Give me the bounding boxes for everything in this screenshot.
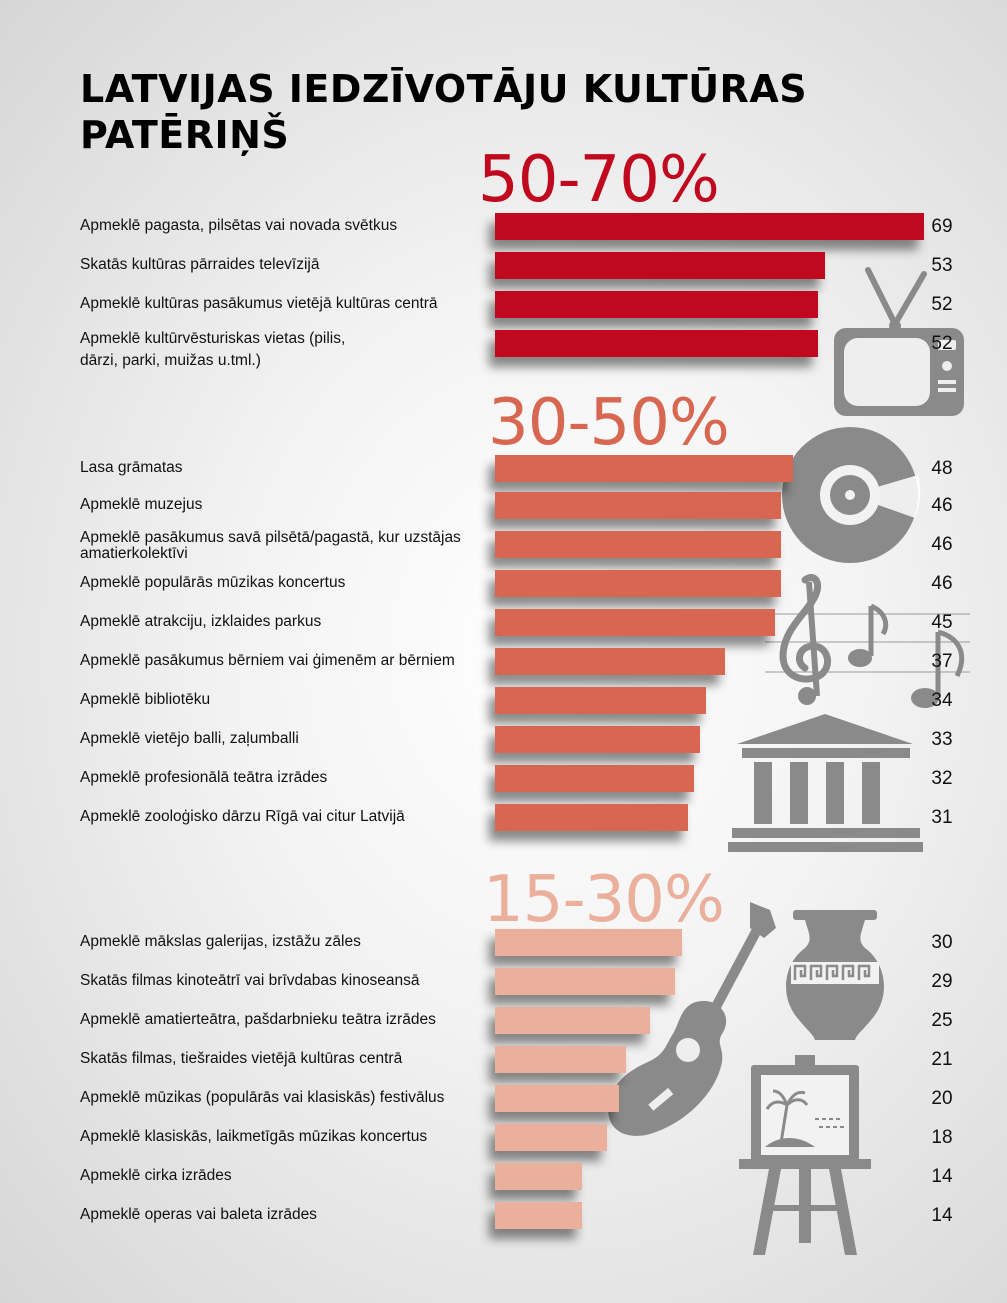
bar: [495, 570, 781, 597]
bar: [495, 1202, 582, 1229]
bar: [495, 726, 700, 753]
bar: [495, 609, 775, 636]
bar: [495, 1163, 582, 1190]
bar: [495, 1085, 619, 1112]
bar: [495, 291, 818, 318]
bar-label: Apmeklē atrakciju, izklaides parkus: [80, 613, 322, 630]
bar: [495, 330, 818, 357]
bar: [495, 252, 825, 279]
bar-label: Apmeklē kultūrvēsturiskas vietas (pilis,…: [80, 330, 346, 369]
bar: [495, 492, 781, 519]
bar: [495, 648, 725, 675]
value-label: 21: [931, 1049, 953, 1070]
bar-label: Lasa grāmatas: [80, 459, 183, 476]
music-notes-icon: [765, 574, 970, 708]
bar: [495, 968, 675, 995]
group-heading: 30-50%: [488, 386, 730, 460]
bar-label: Skatās filmas kinoteātrī vai brīvdabas k…: [80, 972, 420, 989]
value-label: 69: [931, 216, 953, 237]
bar-label: Apmeklē kultūras pasākumus vietējā kultū…: [80, 295, 438, 312]
bar-label: Apmeklē vietējo balli, zaļumballi: [80, 730, 299, 747]
value-label: 37: [931, 651, 953, 672]
bar: [495, 1007, 650, 1034]
bar: [495, 929, 682, 956]
guitar-icon: [608, 902, 776, 1136]
bar-label: Apmeklē pagasta, pilsētas vai novada svē…: [80, 217, 398, 234]
group-heading: 15-30%: [483, 863, 725, 937]
theater-building-icon: [728, 714, 923, 852]
bar-label: Apmeklē populārās mūzikas koncertus: [80, 574, 346, 591]
value-label: 46: [931, 573, 953, 594]
bar: [495, 765, 694, 792]
bar-label: Apmeklē profesionālā teātra izrādes: [80, 769, 328, 786]
bar-label: Apmeklē bibliotēku: [80, 691, 211, 708]
bar-label: Apmeklē mūzikas (populārās vai klasiskās…: [80, 1089, 445, 1106]
bar: [495, 1124, 607, 1151]
bar-label: Apmeklē zooloģisko dārzu Rīgā vai citur …: [80, 808, 405, 825]
vinyl-record-icon: [782, 427, 921, 563]
vase-icon: [786, 910, 884, 1040]
value-label: 14: [931, 1205, 953, 1226]
value-label: 52: [931, 294, 953, 315]
bar-label: Skatās filmas, tiešraides vietējā kultūr…: [80, 1050, 403, 1067]
value-label: 53: [931, 255, 953, 276]
tv-icon: [834, 267, 964, 416]
value-label: 46: [931, 495, 953, 516]
bar-label: Skatās kultūras pārraides televīzijā: [80, 256, 320, 273]
bar-label: Apmeklē amatierteātra, pašdarbnieku teāt…: [80, 1011, 436, 1028]
bar: [495, 1046, 626, 1073]
group-heading: 50-70%: [478, 143, 720, 217]
bar-label: Apmeklē mākslas galerijas, izstāžu zāles: [80, 933, 361, 950]
bar: [495, 455, 793, 482]
value-label: 46: [931, 534, 953, 555]
bar: [495, 804, 688, 831]
value-label: 18: [931, 1127, 953, 1148]
value-label: 32: [931, 768, 953, 789]
value-label: 33: [931, 729, 953, 750]
value-label: 31: [931, 807, 953, 828]
value-label: 52: [931, 333, 953, 354]
bar-label: Apmeklē muzejus: [80, 496, 203, 513]
bar-label: Apmeklē klasiskās, laikmetīgās mūzikas k…: [80, 1128, 428, 1145]
easel-painting-icon: [739, 1055, 871, 1255]
bar-label: Apmeklē operas vai baleta izrādes: [80, 1206, 317, 1223]
bar: [495, 531, 781, 558]
value-label: 20: [931, 1088, 953, 1109]
value-label: 30: [931, 932, 953, 953]
bar-label: Apmeklē pasākumus savā pilsētā/pagastā, …: [80, 529, 461, 562]
value-label: 45: [931, 612, 953, 633]
bar-label: Apmeklē cirka izrādes: [80, 1167, 232, 1184]
value-label: 29: [931, 971, 953, 992]
value-label: 25: [931, 1010, 953, 1031]
value-label: 34: [931, 690, 953, 711]
bar-label: Apmeklē pasākumus bērniem vai ģimenēm ar…: [80, 652, 455, 669]
bar: [495, 687, 706, 714]
bar: [495, 213, 924, 240]
page-title: LATVIJAS IEDZĪVOTĀJU KULTŪRAS PATĒRIŅŠ: [80, 67, 808, 157]
value-label: 48: [931, 458, 953, 479]
value-label: 14: [931, 1166, 953, 1187]
